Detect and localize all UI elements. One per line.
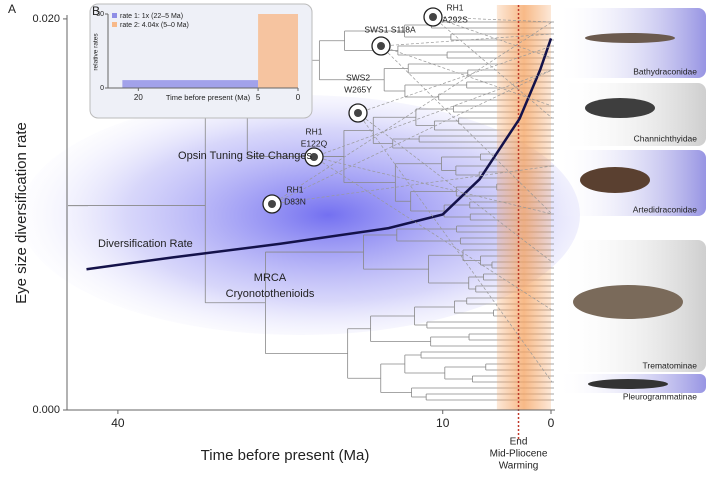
family-label: Pleurogrammatinae: [623, 391, 697, 401]
link: [271, 69, 553, 205]
x-tick-label: 40: [111, 416, 125, 430]
fish: [573, 285, 683, 319]
inset-frame: [89, 3, 313, 119]
family-label: Trematominae: [643, 360, 698, 370]
link: [380, 45, 553, 107]
event-label: Mid-Pliocene: [490, 449, 548, 460]
link: [357, 45, 553, 114]
family-panels: [556, 8, 706, 393]
rate-glow: [20, 95, 580, 335]
legend-swatch: [112, 22, 117, 27]
fish: [588, 379, 668, 389]
rate-line: [86, 38, 553, 271]
link: [432, 16, 553, 59]
panel: [556, 8, 706, 78]
note: MRCA: [254, 272, 287, 284]
fish: [585, 98, 655, 118]
marker-eye: [310, 153, 318, 161]
event-label: Warming: [499, 461, 539, 472]
y-tick-label: 0.000: [32, 404, 60, 416]
legend-label: rate 1: 1x (22–5 Ma): [120, 13, 183, 20]
annotation: SWS2: [346, 72, 370, 82]
inset-y-tick-label: 30: [96, 11, 104, 18]
link: [313, 156, 553, 311]
annotation: RH1: [446, 2, 463, 12]
link: [357, 112, 553, 383]
note: Cryonotothenioids: [226, 288, 315, 300]
rate-span: [258, 14, 298, 88]
fish: [580, 167, 650, 193]
link: [380, 33, 553, 47]
link: [313, 156, 553, 215]
link: [271, 21, 553, 205]
marker-eye: [377, 42, 385, 50]
inset-x-tick-label: 0: [296, 93, 301, 102]
event-label: End: [510, 437, 528, 448]
link: [313, 69, 553, 158]
fish: [585, 33, 675, 43]
x-axis-label: Time before present (Ma): [201, 447, 370, 464]
note: Opsin Tuning Site Changes: [178, 150, 312, 162]
family-label: Bathydraconidae: [633, 66, 697, 76]
panel-letter: B: [92, 4, 100, 18]
inset-y-label: relative rates: [93, 33, 100, 71]
family-label: Artedidraconidae: [633, 204, 698, 214]
legend-label: rate 2: 4.04x (5–0 Ma): [120, 22, 189, 29]
annotation: E122Q: [301, 138, 328, 148]
inset-x-tick-label: 20: [134, 93, 143, 102]
marker-eye: [429, 13, 437, 21]
marker-eye: [354, 109, 362, 117]
annotation: RH1: [305, 126, 322, 136]
series-label: Diversification Rate: [98, 238, 193, 250]
panel-letter: A: [8, 2, 16, 16]
annotation: W265Y: [344, 84, 372, 94]
inset-x-label: Time before present (Ma): [166, 93, 251, 102]
family-label: Channichthyidae: [634, 133, 698, 143]
x-tick-label: 10: [436, 416, 450, 430]
y-tick-label: 0.020: [32, 13, 60, 25]
legend-swatch: [112, 13, 117, 18]
annotation: A292S: [442, 14, 468, 24]
marker-eye: [268, 200, 276, 208]
annotation: RH1: [286, 184, 303, 194]
inset-y-tick-label: 0: [100, 85, 104, 92]
x-tick-label: 0: [548, 416, 555, 430]
inset-x-tick-label: 5: [256, 93, 261, 102]
link: [432, 16, 553, 119]
rate-span: [122, 80, 259, 88]
link: [271, 165, 553, 205]
y-axis-label: Eye size diversification rate: [13, 122, 30, 304]
link: [357, 112, 553, 263]
annotation: D83N: [284, 196, 306, 206]
annotation: SWS1 S118A: [364, 24, 416, 34]
